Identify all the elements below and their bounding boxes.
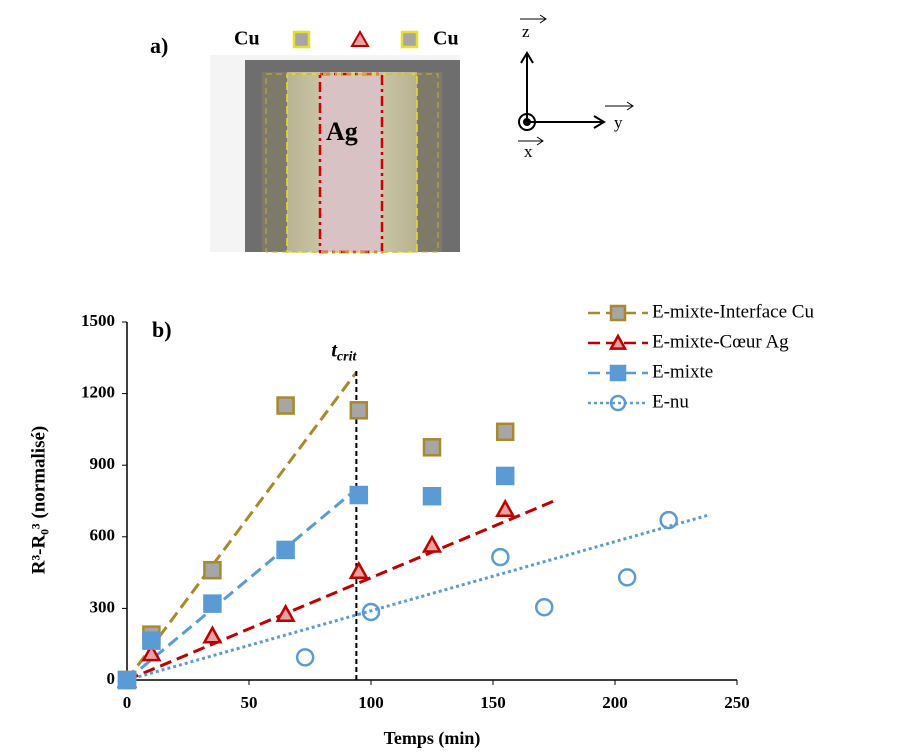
x-tick-label: 100 xyxy=(358,693,384,712)
legend-label: E-nu xyxy=(652,391,689,412)
data-point xyxy=(276,396,295,415)
x-tick-label: 150 xyxy=(480,693,506,712)
data-point xyxy=(659,510,678,530)
x-axis-label: Temps (min) xyxy=(384,728,481,749)
legend-label: E-mixte-Interface Cu xyxy=(652,301,814,322)
legend-label: E-mixte-Cœur Ag xyxy=(652,331,789,352)
axis-icon-label: x xyxy=(524,142,533,161)
y-axis-label: R³-R₀³ (normalisé) xyxy=(28,426,49,574)
legend-marker xyxy=(609,394,627,412)
trend-line xyxy=(126,499,555,682)
x-tick-label: 200 xyxy=(602,693,628,712)
ag-region xyxy=(320,74,382,252)
critical-time-label: tcrit xyxy=(331,339,357,365)
data-point xyxy=(349,401,369,420)
x-tick-label: 250 xyxy=(724,693,750,712)
axis-icon-label: y xyxy=(614,113,623,132)
data-point xyxy=(422,486,442,506)
y-tick-label: 0 xyxy=(107,669,116,688)
metal-label: Cu xyxy=(234,28,260,50)
data-point xyxy=(202,625,223,644)
data-point xyxy=(142,631,161,650)
metal-label: Cu xyxy=(433,28,459,50)
label-sub: crit xyxy=(337,350,358,365)
data-point xyxy=(495,422,515,442)
data-point xyxy=(276,540,295,560)
panel-label: b) xyxy=(152,317,172,342)
metal-label: Ag xyxy=(326,117,358,146)
data-point xyxy=(203,560,222,580)
data-point xyxy=(361,602,381,622)
data-point xyxy=(534,597,554,617)
legend-label: E-mixte xyxy=(652,361,713,382)
y-tick-label: 1500 xyxy=(81,311,115,330)
trend-line xyxy=(126,513,709,682)
panel-label: a) xyxy=(150,33,168,58)
y-tick-label: 300 xyxy=(90,597,116,616)
legend-icon xyxy=(350,29,370,47)
data-point xyxy=(117,670,137,690)
legend-icon xyxy=(292,30,311,49)
data-point xyxy=(422,438,442,457)
data-point xyxy=(295,648,315,667)
label-main: t xyxy=(331,339,338,361)
data-point xyxy=(495,466,515,486)
axis-icon-label: z xyxy=(522,22,530,41)
data-point xyxy=(421,534,443,553)
data-point xyxy=(203,594,222,613)
legend-marker xyxy=(609,304,627,322)
panel-b: b) Temps (min) R³-R₀³ (normalisé) 0 50 100… xyxy=(28,311,749,749)
legend-marker xyxy=(609,364,627,382)
trend-line xyxy=(126,487,358,682)
y-tick-label: 600 xyxy=(90,526,116,545)
cu-outline-outer xyxy=(265,73,439,253)
data-point xyxy=(617,568,637,587)
x-tick-label: 50 xyxy=(241,693,258,712)
axes-icon xyxy=(518,14,634,146)
trend-line xyxy=(125,371,358,681)
data-point xyxy=(348,560,369,580)
y-tick-label: 900 xyxy=(90,454,116,473)
data-point xyxy=(491,547,510,567)
panel-a: a) Cu Cu Ag z y x xyxy=(150,14,634,254)
data-point xyxy=(349,485,369,505)
data-point xyxy=(141,643,162,662)
legend-icon xyxy=(400,30,419,49)
data-point xyxy=(275,603,296,623)
legend-marker xyxy=(608,333,628,350)
data-point xyxy=(495,498,516,518)
y-tick-label: 1200 xyxy=(81,383,115,402)
x-tick-label: 0 xyxy=(123,693,132,712)
